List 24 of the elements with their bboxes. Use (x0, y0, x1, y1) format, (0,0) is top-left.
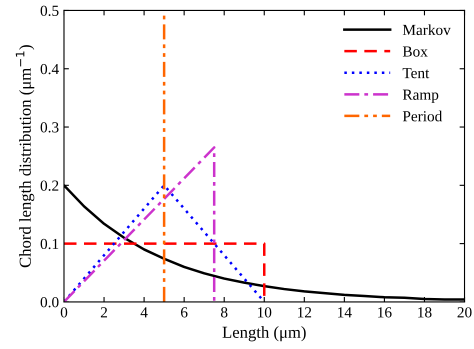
legend-label: Period (402, 110, 442, 122)
legend-label: Markov (402, 24, 451, 36)
y-tick-label: 0.5 (40, 6, 59, 16)
y-tick-label: 0.0 (40, 297, 59, 308)
y-tick-label: 0.4 (40, 64, 59, 74)
x-tick-label: 0 (60, 307, 68, 318)
x-tick-label: 18 (418, 307, 432, 318)
x-tick-label: 16 (378, 307, 392, 318)
x-tick-label: 14 (338, 307, 352, 318)
x-tick-label: 6 (180, 307, 188, 318)
x-tick-label: 4 (140, 307, 148, 318)
legend-label: Tent (402, 68, 430, 78)
y-tick-label: 0.3 (40, 122, 59, 133)
x-tick-label: 20 (458, 307, 472, 318)
y-tick-label: 0.1 (40, 238, 58, 250)
x-axis-title: Length (μm) (222, 326, 306, 342)
legend-label: Box (402, 46, 428, 57)
y-tick-label: 0.2 (40, 180, 58, 191)
x-tick-label: 8 (220, 307, 228, 318)
x-tick-label: 12 (298, 307, 312, 318)
x-tick-label: 10 (258, 307, 272, 318)
legend-label: Ramp (402, 90, 438, 103)
y-axis-title: Chord length distribution (μm$^{−1}$) (16, 45, 34, 268)
x-tick-label: 2 (100, 307, 108, 318)
